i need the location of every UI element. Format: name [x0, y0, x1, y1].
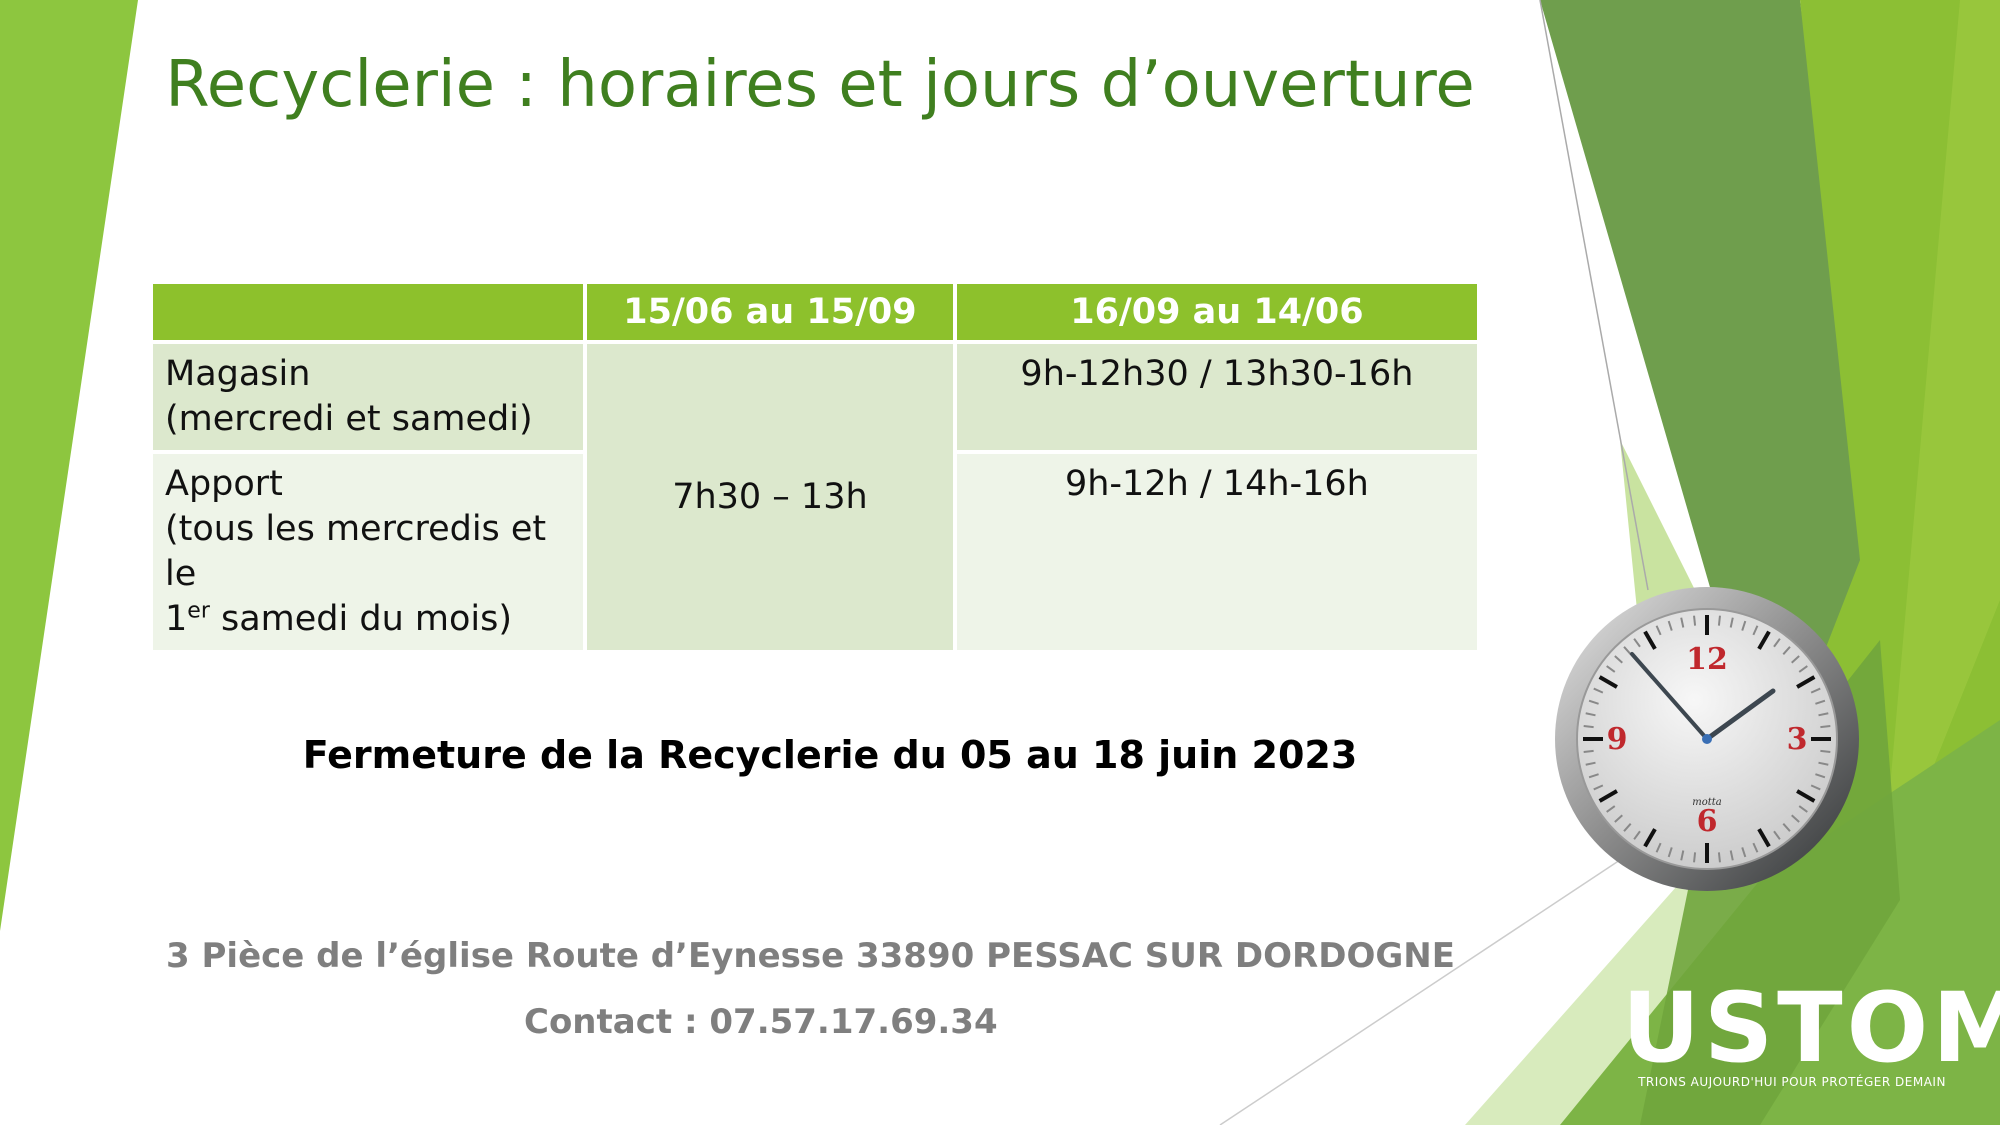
header-empty: [153, 284, 583, 340]
ustom-logo: USTOM TRIONS AUJOURD'HUI POUR PROTÉGER D…: [1622, 972, 2000, 1089]
clock-tick: [1623, 646, 1632, 655]
label-line: samedi du mois): [209, 599, 513, 639]
clock-tick: [1796, 789, 1816, 803]
clock-tick: [1655, 625, 1662, 636]
label-line: Magasin: [165, 354, 311, 394]
clock-tick: [1667, 620, 1673, 631]
clock-tick: [1593, 784, 1604, 791]
hour-hand: [1704, 688, 1776, 742]
clock-tick: [1752, 625, 1759, 636]
clock-tick: [1643, 828, 1657, 848]
clock-tick: [1588, 773, 1599, 779]
clock-tick: [1623, 823, 1632, 832]
clock-tick: [1585, 761, 1596, 766]
clock-tick: [1820, 725, 1831, 729]
numeral-3: 3: [1787, 722, 1808, 757]
clock-tick: [1741, 847, 1747, 858]
clock-tick: [1796, 675, 1816, 689]
closure-notice: Fermeture de la Recyclerie du 05 au 18 j…: [302, 733, 1358, 777]
clock-tick: [1588, 699, 1599, 705]
clock-tick: [1606, 665, 1616, 673]
clock-tick: [1643, 630, 1657, 650]
clock-tick: [1614, 814, 1623, 823]
clock-tick: [1598, 789, 1618, 803]
summer-hours: 7h30 – 13h: [587, 344, 953, 650]
clock-tick: [1782, 646, 1791, 655]
page-title: Recyclerie : horaires et jours d’ouvertu…: [165, 48, 1475, 122]
clock-tick: [1798, 805, 1808, 813]
table-row: Apport (tous les mercredis et le 1er sam…: [153, 454, 1477, 650]
clock-tick: [1583, 749, 1594, 753]
clock-tick: [1752, 842, 1759, 853]
clock-tick: [1633, 638, 1641, 648]
clock-tick: [1815, 699, 1826, 705]
clock-tick: [1791, 655, 1800, 664]
table-row: Magasin (mercredi et samedi) 7h30 – 13h …: [153, 344, 1477, 650]
address: 3 Pièce de l’église Route d’Eynesse 3389…: [166, 936, 1455, 976]
clock-tick: [1820, 749, 1831, 753]
clock-tick: [1810, 687, 1821, 694]
numeral-6: 6: [1697, 804, 1718, 839]
winter-hours-magasin: 9h-12h30 / 13h30-16h: [956, 344, 1477, 450]
winter-hours-apport: 9h-12h / 14h-16h: [956, 454, 1477, 650]
label-sup: er: [187, 598, 210, 624]
clock-tick: [1693, 615, 1697, 626]
clock-tick: [1782, 823, 1791, 832]
clock-tick: [1614, 655, 1623, 664]
logo-tagline: TRIONS AUJOURD'HUI POUR PROTÉGER DEMAIN: [1638, 1075, 1946, 1089]
label-line: Apport: [165, 464, 283, 504]
clock-tick: [1791, 814, 1800, 823]
clock-tick: [1729, 850, 1734, 861]
label-line: (mercredi et samedi): [165, 399, 533, 439]
clock-tick: [1693, 852, 1697, 863]
clock-tick: [1757, 630, 1771, 650]
clock-tick: [1717, 615, 1721, 626]
clock-tick: [1773, 830, 1781, 840]
clock-tick: [1818, 761, 1829, 766]
clock-tick: [1680, 617, 1685, 628]
clock-tick: [1818, 712, 1829, 717]
clock-tick: [1633, 830, 1641, 840]
clock-tick: [1729, 617, 1734, 628]
contact-phone: Contact : 07.57.17.69.34: [524, 1002, 998, 1042]
clock-brand: motta: [1692, 797, 1722, 808]
clock-tick: [1680, 850, 1685, 861]
clock-tick: [1810, 784, 1821, 791]
clock-icon: 12 3 6 9 motta: [1555, 587, 1859, 891]
schedule-table: 15/06 au 15/09 16/09 au 14/06 Magasin (m…: [149, 280, 1481, 654]
logo-wordmark: USTOM: [1622, 972, 2000, 1084]
label-line: (tous les mercredis et le: [165, 509, 547, 594]
table-header-row: 15/06 au 15/09 16/09 au 14/06: [153, 284, 1477, 340]
clock-tick: [1717, 852, 1721, 863]
clock-tick: [1815, 773, 1826, 779]
row-label-magasin: Magasin (mercredi et samedi): [153, 344, 583, 450]
clock-tick: [1598, 675, 1618, 689]
minute-hand: [1630, 652, 1709, 741]
numeral-12: 12: [1686, 642, 1728, 677]
clock-tick: [1606, 805, 1616, 813]
numeral-9: 9: [1607, 722, 1628, 757]
clock-tick: [1741, 620, 1747, 631]
clock-tick: [1667, 847, 1673, 858]
header-winter: 16/09 au 14/06: [956, 284, 1477, 340]
clock-tick: [1757, 828, 1771, 848]
header-summer: 15/06 au 15/09: [587, 284, 953, 340]
row-label-apport: Apport (tous les mercredis et le 1er sam…: [153, 454, 583, 650]
label-num: 1: [165, 599, 188, 639]
clock-tick: [1773, 638, 1781, 648]
clock-tick: [1798, 665, 1808, 673]
clock-tick: [1655, 842, 1662, 853]
clock-tick: [1583, 725, 1594, 729]
clock-tick: [1593, 687, 1604, 694]
clock-tick: [1585, 712, 1596, 717]
